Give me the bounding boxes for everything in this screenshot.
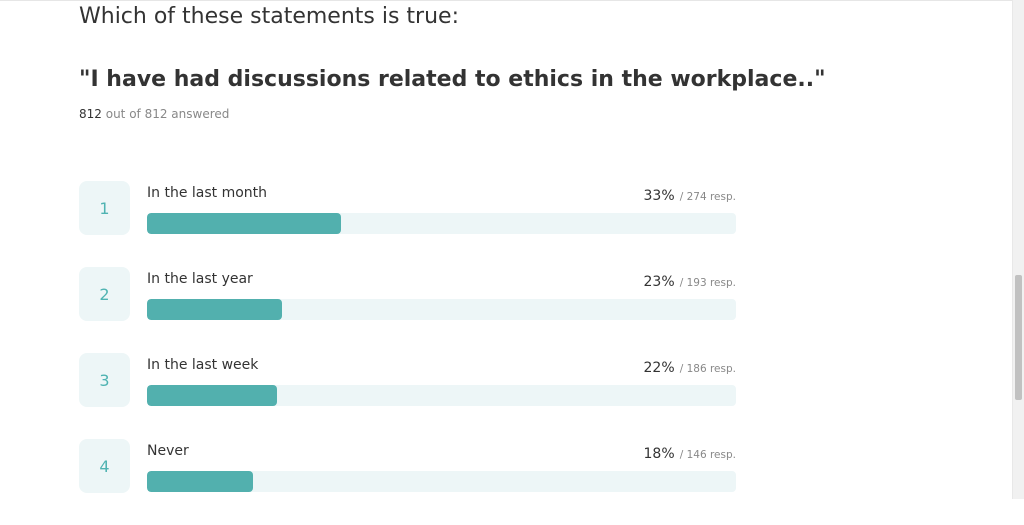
option-stat: 22% / 186 resp. <box>644 357 737 376</box>
option-stat: 33% / 274 resp. <box>644 185 737 204</box>
answered-suffix: out of 812 answered <box>101 107 230 121</box>
bar-fill <box>147 299 283 320</box>
rank-badge: 2 <box>79 267 130 321</box>
question-statement: "I have had discussions related to ethic… <box>79 67 826 92</box>
option-stat: 23% / 193 resp. <box>644 271 737 290</box>
rank-badge: 4 <box>79 439 130 493</box>
question-title: Which of these statements is true: <box>79 4 459 29</box>
percent-label: 22% <box>643 360 675 376</box>
rank-badge: 3 <box>79 353 130 407</box>
percent-label: 18% <box>643 446 675 462</box>
result-option-2: 2 In the last year 23% / 193 resp. <box>79 267 736 321</box>
bar-fill <box>147 385 277 406</box>
bar-track <box>147 213 736 234</box>
response-count-label: / 193 resp. <box>679 277 736 289</box>
percent-label: 33% <box>643 188 675 204</box>
response-count-label: / 274 resp. <box>679 191 736 203</box>
bar-fill <box>147 471 254 492</box>
option-stat: 18% / 146 resp. <box>644 443 737 462</box>
result-option-1: 1 In the last month 33% / 274 resp. <box>79 181 736 235</box>
option-label: In the last year <box>147 271 253 287</box>
bar-track <box>147 471 736 492</box>
option-label: Never <box>147 443 189 459</box>
vertical-scrollbar[interactable] <box>1012 0 1024 499</box>
survey-result-page: Which of these statements is true: "I ha… <box>79 4 826 493</box>
scrollbar-thumb[interactable] <box>1015 275 1022 400</box>
answered-summary: 812 out of 812 answered <box>79 107 229 121</box>
bar-track <box>147 299 736 320</box>
option-label: In the last week <box>147 357 259 373</box>
response-count-label: / 186 resp. <box>679 363 736 375</box>
percent-label: 23% <box>643 274 675 290</box>
response-count-label: / 146 resp. <box>679 449 736 461</box>
results-bar-chart: 1 In the last month 33% / 274 resp. 2 In… <box>79 181 736 525</box>
result-option-3: 3 In the last week 22% / 186 resp. <box>79 353 736 407</box>
option-label: In the last month <box>147 185 268 201</box>
top-border <box>0 0 1012 1</box>
rank-badge: 1 <box>79 181 130 235</box>
bar-track <box>147 385 736 406</box>
bar-fill <box>147 213 342 234</box>
result-option-4: 4 Never 18% / 146 resp. <box>79 439 736 493</box>
answered-count: 812 <box>79 107 102 121</box>
